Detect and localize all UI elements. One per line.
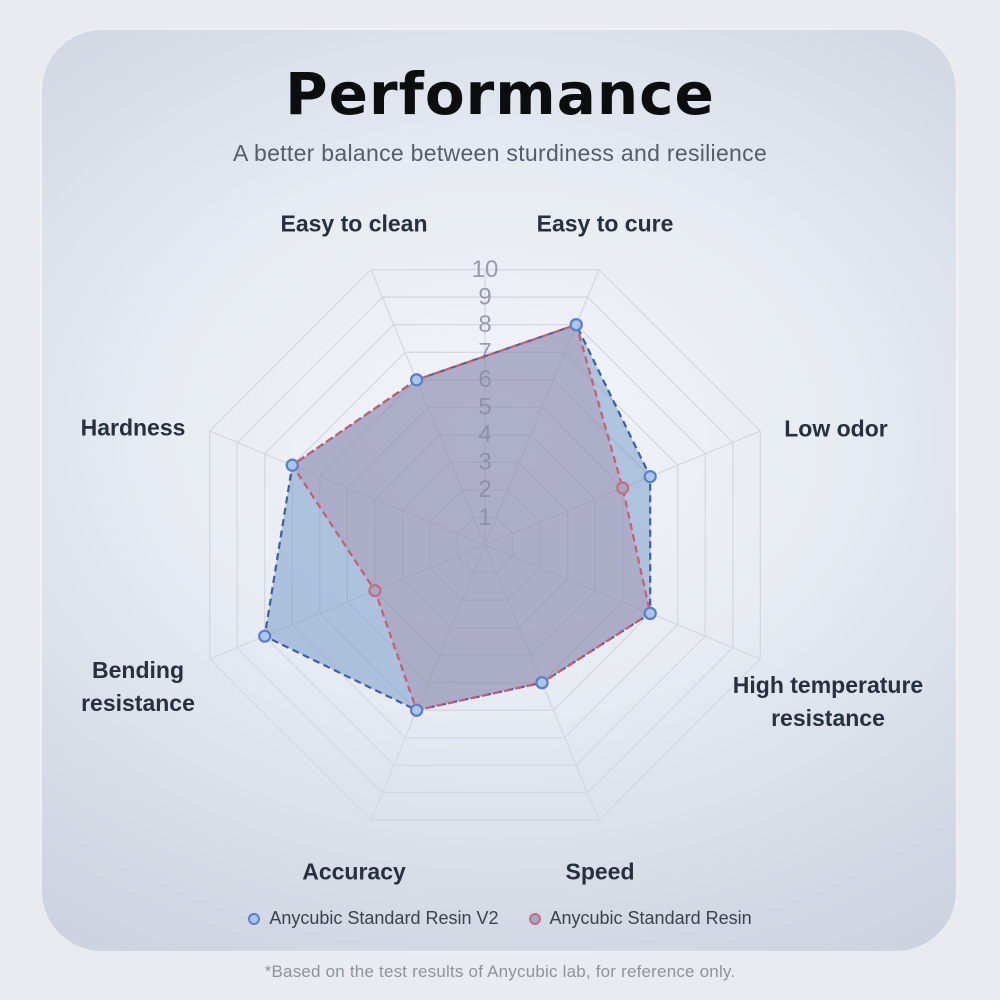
footnote: *Based on the test results of Anycubic l…	[264, 962, 736, 981]
legend-label-resin-v2: Anycubic Standard Resin V2	[269, 908, 499, 928]
axis-label-low-odor: Low odor	[784, 415, 888, 442]
svg-text:8: 8	[478, 311, 491, 338]
page-subtitle: A better balance between sturdiness and …	[232, 140, 768, 166]
axis-label-bending-resistance: Bending resistance	[81, 657, 195, 716]
svg-text:10: 10	[472, 256, 499, 283]
series-dots-0	[258, 318, 657, 717]
svg-text:9: 9	[478, 284, 491, 311]
legend: Anycubic Standard Resin V2 Anycubic Stan…	[0, 908, 1000, 929]
page-title: Performance	[285, 60, 715, 128]
axis-label-easy-to-cure: Easy to cure	[536, 210, 674, 237]
legend-item-resin-standard: Anycubic Standard Resin	[528, 908, 752, 929]
legend-marker-resin-v2-icon	[248, 912, 261, 925]
axis-label-easy-to-clean: Easy to clean	[280, 210, 428, 237]
axis-label-accuracy: Accuracy	[302, 858, 406, 885]
legend-label-resin-standard: Anycubic Standard Resin	[549, 908, 752, 928]
axis-label-hardness: Hardness	[80, 414, 186, 441]
legend-marker-resin-standard-icon	[528, 912, 541, 925]
legend-item-resin-v2: Anycubic Standard Resin V2	[248, 908, 499, 929]
axis-label-high-temperature-resistance: High temperature resistance	[732, 672, 924, 731]
axis-label-speed: Speed	[565, 858, 635, 885]
